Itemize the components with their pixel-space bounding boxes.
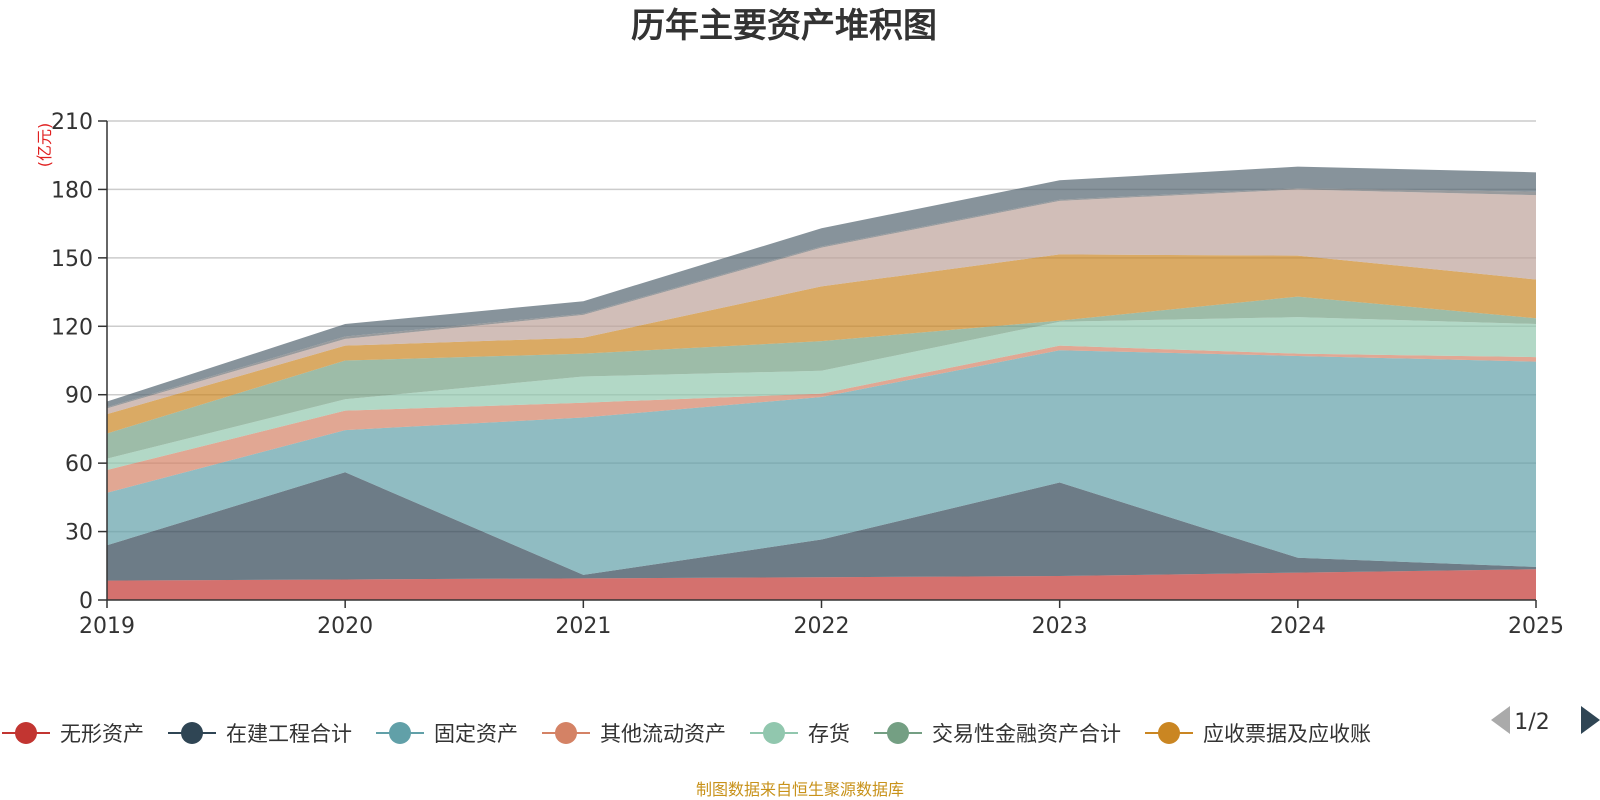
source-note: 制图数据来自恒生聚源数据库 [696, 780, 904, 799]
area-series-4 [107, 345, 1536, 493]
area-series-group [107, 166, 1536, 600]
area-series-6 [107, 296, 1536, 459]
legend-item[interactable]: 应收票据及应收账 [1145, 722, 1371, 746]
area-series-2 [107, 472, 1536, 581]
chart-title: 历年主要资产堆积图 [631, 6, 937, 46]
legend-swatch-circle-icon [555, 722, 577, 744]
legend-page-indicator: 1/2 [1514, 710, 1549, 735]
legend-prev-page-icon[interactable] [1491, 706, 1510, 734]
y-tick-label: 90 [65, 384, 93, 409]
legend-label: 存货 [808, 722, 850, 746]
legend-swatch-circle-icon [887, 722, 909, 744]
legend-item[interactable]: 其他流动资产 [542, 722, 726, 746]
legend-swatch-circle-icon [763, 722, 785, 744]
y-axis-ticks: 0 30 60 90 120 150 180 210 [51, 110, 107, 614]
area-series-5 [107, 317, 1536, 470]
y-tick-label: 180 [51, 178, 93, 203]
area-series-7 [107, 254, 1536, 434]
y-tick-label: 120 [51, 315, 93, 340]
y-tick-label: 60 [65, 452, 93, 477]
legend-label: 交易性金融资产合计 [932, 722, 1121, 746]
x-tick-label: 2025 [1508, 614, 1564, 639]
legend-next-page-icon[interactable] [1581, 706, 1600, 734]
y-tick-label: 210 [51, 110, 93, 135]
legend-item[interactable]: 固定资产 [376, 722, 518, 746]
legend-swatch-circle-icon [1158, 722, 1180, 744]
area-series-3 [107, 350, 1536, 575]
legend-item[interactable]: 在建工程合计 [168, 722, 352, 746]
x-tick-label: 2022 [794, 614, 850, 639]
legend-swatch-circle-icon [389, 722, 411, 744]
y-tick-label: 150 [51, 247, 93, 272]
y-tick-label: 30 [65, 521, 93, 546]
legend-label: 无形资产 [60, 722, 144, 746]
x-axis-ticks: 2019 2020 2021 2022 2023 2024 2025 [79, 600, 1564, 639]
legend-pager: 1/2 [1491, 706, 1600, 735]
legend-item[interactable]: 存货 [750, 722, 850, 746]
x-tick-label: 2021 [555, 614, 611, 639]
legend-swatch-circle-icon [15, 722, 37, 744]
legend-swatch-circle-icon [181, 722, 203, 744]
area-series-8 [107, 189, 1536, 415]
legend-label: 固定资产 [434, 722, 518, 746]
area-series-1 [107, 569, 1536, 600]
legend-label: 应收票据及应收账 [1203, 722, 1371, 746]
x-tick-label: 2023 [1032, 614, 1088, 639]
x-tick-label: 2019 [79, 614, 135, 639]
x-tick-label: 2020 [317, 614, 373, 639]
legend-label: 在建工程合计 [226, 722, 352, 746]
y-tick-label: 0 [79, 589, 93, 614]
legend-item[interactable]: 无形资产 [2, 722, 144, 746]
x-tick-label: 2024 [1270, 614, 1326, 639]
legend: 无形资产 在建工程合计 固定资产 其他流动资产 存货 交易性金融资产合计 应收票据及应收账 [2, 722, 1371, 746]
legend-item[interactable]: 交易性金融资产合计 [874, 722, 1121, 746]
legend-label: 其他流动资产 [600, 722, 726, 746]
y-axis-unit-label: (亿元) [35, 123, 54, 168]
